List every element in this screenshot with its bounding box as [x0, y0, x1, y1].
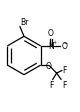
- Text: O: O: [62, 42, 67, 51]
- Text: +: +: [53, 40, 57, 45]
- Text: O: O: [46, 61, 52, 70]
- Text: F: F: [50, 81, 54, 89]
- Text: F: F: [63, 66, 67, 75]
- Text: Br: Br: [20, 18, 29, 27]
- Text: N: N: [48, 42, 54, 51]
- Text: F: F: [62, 81, 66, 89]
- Text: O: O: [48, 29, 54, 38]
- Text: −: −: [63, 41, 67, 46]
